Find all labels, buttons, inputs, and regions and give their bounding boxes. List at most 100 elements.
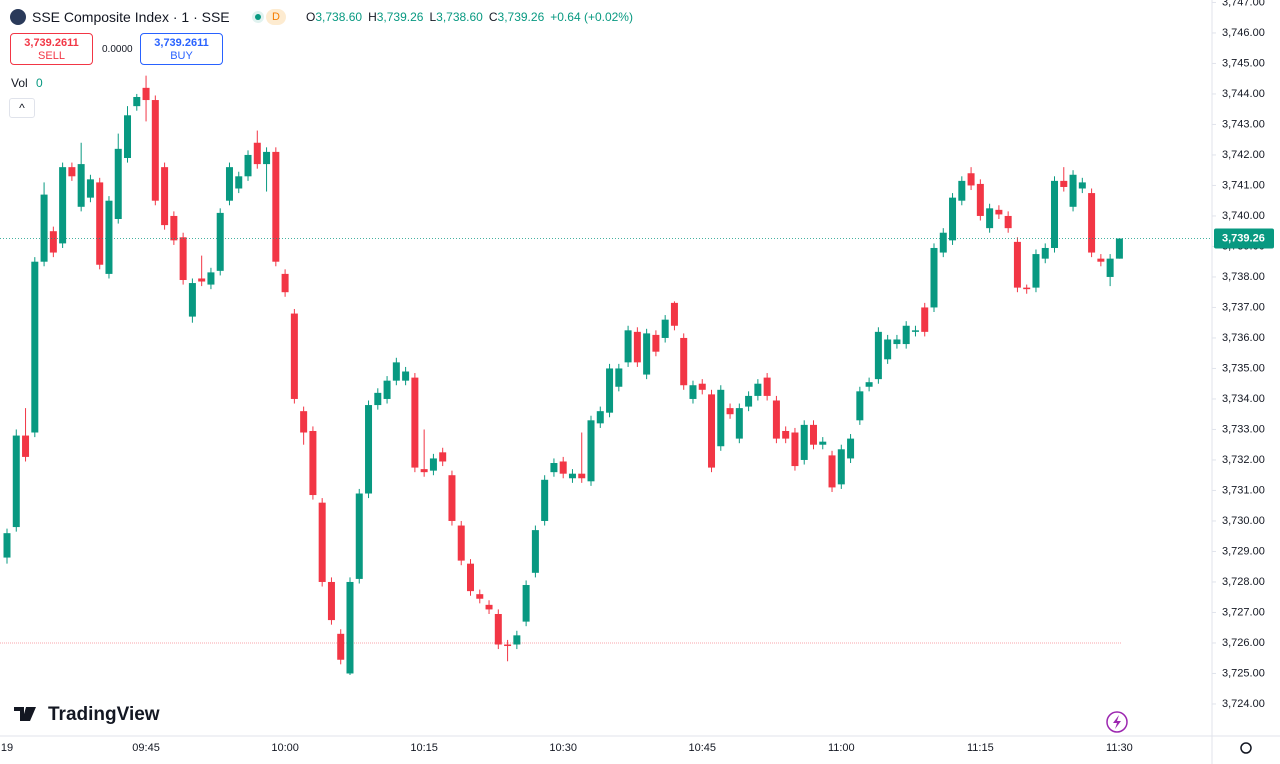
y-tick-label: 3,743.00 xyxy=(1222,118,1265,130)
logo-text: TradingView xyxy=(48,704,160,725)
candle-body xyxy=(59,167,67,244)
candle-body xyxy=(216,212,224,271)
candle-body xyxy=(522,585,530,622)
collapse-button[interactable]: ^ xyxy=(9,98,35,118)
candle-body xyxy=(457,525,465,561)
y-tick-label: 3,729.00 xyxy=(1222,545,1265,557)
candle-body xyxy=(374,392,382,406)
candle-body xyxy=(1078,182,1086,189)
candle-body xyxy=(800,424,808,460)
symbol-title[interactable]: SSE Composite Index · 1 · SSE xyxy=(32,9,230,25)
x-tick-label: 11:30 xyxy=(1106,742,1133,754)
last-price-label: 3,739.26 xyxy=(1222,232,1265,244)
candle-body xyxy=(930,247,938,308)
candle-body xyxy=(235,176,243,189)
y-tick-label: 3,737.00 xyxy=(1222,301,1265,313)
candle-body xyxy=(884,339,892,360)
flash-icon[interactable] xyxy=(1106,711,1128,733)
sell-price: 3,739.2611 xyxy=(24,37,79,49)
candle-body xyxy=(708,394,716,468)
candle-body xyxy=(782,430,790,439)
y-tick-label: 3,732.00 xyxy=(1222,454,1265,466)
candle-body xyxy=(633,331,641,363)
y-tick-label: 3,725.00 xyxy=(1222,667,1265,679)
candle-body xyxy=(327,581,335,621)
settings-icon[interactable] xyxy=(1240,742,1252,754)
candle-body xyxy=(661,319,669,338)
x-tick-label: 10:30 xyxy=(549,742,577,754)
buy-button[interactable]: 3,739.2611 BUY xyxy=(140,33,223,65)
candle-body xyxy=(587,420,595,482)
candle-body xyxy=(643,333,651,375)
candle-body xyxy=(77,164,85,207)
candle-body xyxy=(1069,174,1077,207)
candle-body xyxy=(439,452,447,462)
y-tick-label: 3,745.00 xyxy=(1222,57,1265,69)
candle-body xyxy=(40,194,48,262)
candle-body xyxy=(754,383,762,396)
candle-body xyxy=(828,455,836,488)
y-tick-label: 3,738.00 xyxy=(1222,271,1265,283)
interval-badge[interactable]: D xyxy=(266,9,286,25)
candle-body xyxy=(1032,254,1040,288)
y-tick-label: 3,730.00 xyxy=(1222,515,1265,527)
y-tick-label: 3,736.00 xyxy=(1222,332,1265,344)
candle-body xyxy=(624,330,632,363)
candle-body xyxy=(263,151,271,165)
y-tick-label: 3,734.00 xyxy=(1222,393,1265,405)
ohlc-value: 3,738.60 xyxy=(436,10,483,24)
y-tick-label: 3,735.00 xyxy=(1222,362,1265,374)
candle-body xyxy=(429,458,437,471)
candle-body xyxy=(680,337,688,386)
candle-body xyxy=(874,331,882,380)
x-tick-label: 11:00 xyxy=(828,742,855,754)
candle-body xyxy=(309,430,317,496)
ohlc-value: 3,738.60 xyxy=(315,10,363,24)
candle-body xyxy=(865,382,873,387)
candle-body xyxy=(847,438,855,459)
sell-button[interactable]: 3,739.2611 SELL xyxy=(10,33,93,65)
candle-body xyxy=(541,479,549,521)
candle-body xyxy=(105,200,113,274)
candle-body xyxy=(392,362,400,381)
x-tick-label: 19 xyxy=(1,742,13,754)
candle-body xyxy=(1051,180,1059,248)
x-tick-label: 11:15 xyxy=(967,742,994,754)
candle-body xyxy=(772,400,780,439)
candle-body xyxy=(318,502,326,582)
candle-body xyxy=(244,154,252,177)
candle-body xyxy=(1115,238,1123,259)
logo-mark xyxy=(14,707,36,721)
candle-body xyxy=(12,435,20,528)
candle-body xyxy=(272,151,280,262)
candle-body xyxy=(856,391,864,421)
candle-body xyxy=(902,325,910,345)
candle-body xyxy=(568,473,576,479)
candle-body xyxy=(86,179,94,198)
candle-body xyxy=(1023,287,1031,290)
candle-body xyxy=(68,167,76,177)
x-tick-label: 10:00 xyxy=(271,742,299,754)
y-tick-label: 3,747.00 xyxy=(1222,0,1265,8)
candle-body xyxy=(921,307,929,332)
candle-body xyxy=(1106,258,1114,277)
candle-body xyxy=(188,283,196,317)
candle-body xyxy=(939,232,947,253)
candle-body xyxy=(726,408,734,415)
candle-body xyxy=(142,87,150,101)
candle-body xyxy=(967,173,975,186)
ohlc-value: 3,739.26 xyxy=(376,10,424,24)
candle-body xyxy=(161,167,169,226)
candle-body xyxy=(837,449,845,485)
plot xyxy=(0,75,1123,675)
candle-body xyxy=(448,475,456,521)
buy-price: 3,739.2611 xyxy=(154,37,209,49)
candle-body xyxy=(652,334,660,352)
candle-body xyxy=(1088,193,1096,253)
candle-body xyxy=(791,432,799,467)
candle-body xyxy=(22,435,30,457)
ohlc-label: C xyxy=(488,10,498,24)
candle-body xyxy=(531,530,539,573)
candle-body xyxy=(253,142,261,165)
